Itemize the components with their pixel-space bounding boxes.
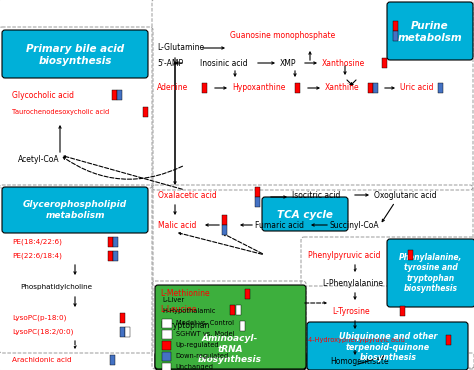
Text: Unchanged: Unchanged <box>175 364 213 370</box>
Bar <box>112 90 117 100</box>
Bar <box>400 306 405 316</box>
Text: H-Hypothalamic: H-Hypothalamic <box>162 308 215 314</box>
Bar <box>230 305 235 315</box>
Text: Down-regulated: Down-regulated <box>175 353 228 359</box>
Text: Glycerophospholipid
metabolism: Glycerophospholipid metabolism <box>23 200 127 220</box>
FancyBboxPatch shape <box>155 285 306 369</box>
Text: Primary bile acid
biosynthesis: Primary bile acid biosynthesis <box>26 44 124 66</box>
Bar <box>162 352 171 360</box>
Bar <box>393 21 398 31</box>
Text: Acetyl-CoA: Acetyl-CoA <box>18 155 60 165</box>
Text: Guanosine monophosphate: Guanosine monophosphate <box>230 30 335 40</box>
Bar <box>143 107 148 117</box>
FancyBboxPatch shape <box>2 30 148 78</box>
Text: L-Glutamine: L-Glutamine <box>157 44 204 53</box>
Bar <box>110 355 115 365</box>
Text: L-Liver: L-Liver <box>162 297 184 303</box>
Text: L-Leucine: L-Leucine <box>160 306 196 314</box>
Text: Model vs. Control: Model vs. Control <box>176 320 234 326</box>
Text: PE(22:6/18:4): PE(22:6/18:4) <box>12 253 62 259</box>
Text: Oxoglutaric acid: Oxoglutaric acid <box>374 191 437 199</box>
Text: LysoPC(18:2/0:0): LysoPC(18:2/0:0) <box>12 329 73 335</box>
Text: TCA cycle: TCA cycle <box>277 210 333 220</box>
Text: Ubiquinone and other
terpenoid-quinone
biosynthesis: Ubiquinone and other terpenoid-quinone b… <box>339 332 437 362</box>
Bar <box>118 90 122 100</box>
Bar <box>255 187 260 197</box>
Bar <box>162 363 171 370</box>
Text: Phenylalanine,
tyrosine and
tryptophan
biosynthesis: Phenylalanine, tyrosine and tryptophan b… <box>399 253 463 293</box>
Text: Isocitric acid: Isocitric acid <box>292 191 340 199</box>
Bar <box>202 83 207 93</box>
Text: Xanthosine: Xanthosine <box>322 58 365 67</box>
Text: Homogentisate: Homogentisate <box>330 357 389 367</box>
Text: Arachidonic acid: Arachidonic acid <box>12 357 72 363</box>
Bar <box>162 330 172 339</box>
Text: Fumaric acid: Fumaric acid <box>255 221 304 229</box>
FancyBboxPatch shape <box>307 322 468 370</box>
Bar <box>446 335 451 345</box>
Bar <box>245 289 250 299</box>
Text: PE(18:4/22:6): PE(18:4/22:6) <box>12 239 62 245</box>
Text: SGHWT vs. Model: SGHWT vs. Model <box>176 331 235 337</box>
Bar <box>120 327 125 337</box>
Text: Oxalacetic acid: Oxalacetic acid <box>158 191 217 199</box>
Bar <box>222 225 227 235</box>
Bar <box>108 237 113 247</box>
Text: LysoPC(p-18:0): LysoPC(p-18:0) <box>12 315 66 321</box>
Bar <box>255 197 260 207</box>
Bar <box>240 321 245 331</box>
Bar <box>374 83 379 93</box>
Text: Succinyl-CoA: Succinyl-CoA <box>330 221 380 229</box>
FancyBboxPatch shape <box>387 2 473 60</box>
Text: Purine
metabolsm: Purine metabolsm <box>398 21 462 43</box>
Text: Phosphatidylcholine: Phosphatidylcholine <box>20 284 92 290</box>
Bar <box>222 215 227 225</box>
Text: L-Phenylalanine: L-Phenylalanine <box>322 279 383 287</box>
FancyBboxPatch shape <box>157 330 303 366</box>
Bar <box>438 83 443 93</box>
Bar <box>108 251 113 261</box>
Bar <box>120 313 125 323</box>
Text: Malic acid: Malic acid <box>158 221 196 229</box>
Text: 5'-AMP: 5'-AMP <box>157 58 183 67</box>
Text: Up-regulated: Up-regulated <box>175 342 219 348</box>
Text: Phenylpyruvic acid: Phenylpyruvic acid <box>308 250 381 259</box>
FancyBboxPatch shape <box>2 187 148 233</box>
Text: Inosinic acid: Inosinic acid <box>200 58 247 67</box>
Bar <box>162 319 172 327</box>
Text: Xanthine: Xanthine <box>325 84 360 92</box>
Text: L-Methionine: L-Methionine <box>160 289 210 299</box>
Text: XMP: XMP <box>280 58 297 67</box>
Text: Uric acid: Uric acid <box>400 84 434 92</box>
Text: 4-Hydroxyphenylpyruvic acid: 4-Hydroxyphenylpyruvic acid <box>308 337 405 343</box>
Bar <box>113 237 118 247</box>
Text: Adenine: Adenine <box>157 84 188 92</box>
Text: L-Tryptophan: L-Tryptophan <box>160 322 210 330</box>
Bar <box>236 305 241 315</box>
Text: Aminoacyl-
tRNA
biosynthesis: Aminoacyl- tRNA biosynthesis <box>198 334 262 364</box>
Text: Taurochenodesoxycholic acid: Taurochenodesoxycholic acid <box>12 109 109 115</box>
FancyBboxPatch shape <box>387 239 474 307</box>
Bar <box>382 58 387 68</box>
Bar <box>408 250 413 260</box>
Bar <box>113 251 118 261</box>
Text: L-Tyrosine: L-Tyrosine <box>332 306 370 316</box>
Text: Hypoxanthine: Hypoxanthine <box>232 84 285 92</box>
Bar <box>295 83 300 93</box>
Bar <box>126 327 130 337</box>
Text: Glycocholic acid: Glycocholic acid <box>12 91 74 100</box>
Bar <box>368 83 373 93</box>
FancyBboxPatch shape <box>262 197 348 231</box>
Bar <box>162 340 171 350</box>
Bar <box>393 31 398 41</box>
FancyBboxPatch shape <box>155 352 306 370</box>
